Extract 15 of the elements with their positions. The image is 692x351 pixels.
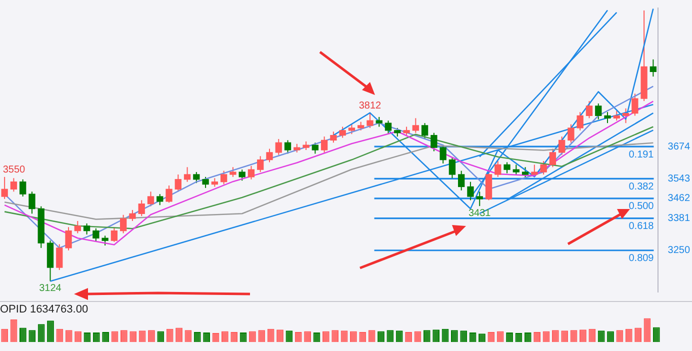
y-tick-label: 3381 xyxy=(668,213,690,224)
annotation: 0.191 xyxy=(628,149,654,160)
annotation: 3550 xyxy=(2,164,26,176)
annotation: 0.809 xyxy=(628,253,654,264)
annotation: 3124 xyxy=(39,282,62,294)
y-tick-label: 3543 xyxy=(668,173,690,184)
annotation: 3812 xyxy=(358,100,382,112)
y-tick-label: 3462 xyxy=(668,193,690,204)
annotation: 3431 xyxy=(468,208,492,219)
y-tick-label: 3674 xyxy=(668,141,690,152)
y-tick-label: 3250 xyxy=(668,245,690,256)
annotation: 0.382 xyxy=(628,181,654,192)
chart-title: OPID 1634763.00 xyxy=(0,304,88,316)
annotation: 0.618 xyxy=(628,221,654,232)
annotation: 0.500 xyxy=(628,201,654,212)
